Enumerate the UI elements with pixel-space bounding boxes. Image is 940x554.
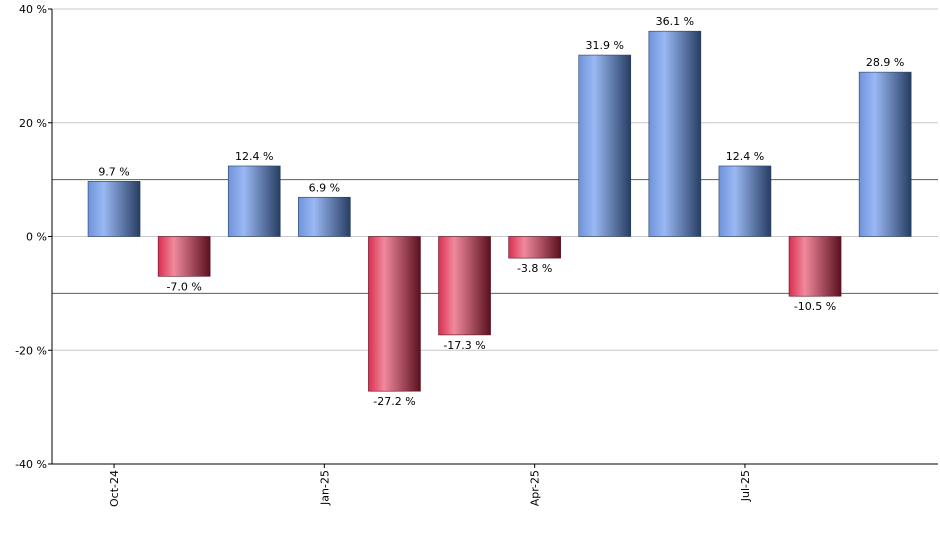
data-label: 12.4 % [726, 150, 764, 163]
bar [227, 165, 281, 237]
data-label: -10.5 % [794, 300, 836, 313]
x-tick-label: Apr-25 [529, 470, 542, 506]
data-label: 28.9 % [866, 56, 904, 69]
y-tick-label: -40 % [15, 458, 47, 471]
data-label: 6.9 % [309, 181, 340, 194]
x-tick-label: Jan-25 [318, 470, 331, 506]
data-label: -27.2 % [373, 395, 415, 408]
x-tick-label: Oct-24 [108, 470, 121, 507]
data-labels: 9.7 % -7.0 % 12.4 % 6.9 % -27.2 % -17.3 % -3.8… [98, 15, 904, 408]
data-label: 12.4 % [235, 150, 273, 163]
data-label: 31.9 % [586, 39, 624, 52]
bar [648, 30, 702, 237]
y-tick-label: 20 % [19, 117, 47, 130]
bar [157, 236, 211, 277]
bar [298, 196, 351, 237]
bar [438, 236, 491, 336]
bar [858, 71, 912, 237]
y-tick-label: 40 % [19, 3, 47, 16]
y-tick-label: 0 % [26, 231, 47, 244]
data-label: 36.1 % [656, 15, 694, 28]
bars [87, 30, 912, 392]
bar [87, 181, 141, 237]
bar [718, 165, 772, 237]
y-tick-label: -20 % [15, 344, 47, 357]
x-tick-label: Jul-25 [739, 470, 752, 502]
bar [578, 54, 632, 237]
data-label: 9.7 % [98, 165, 129, 178]
bar [788, 236, 842, 297]
bar [508, 236, 561, 259]
bar [368, 236, 421, 392]
data-label: -17.3 % [443, 339, 485, 352]
data-label: -7.0 % [166, 280, 201, 293]
axes: -40 % -20 % 0 % 20 % 40 % Oct-24 Jan-25 Apr-25 J… [15, 3, 938, 507]
data-label: -3.8 % [517, 262, 552, 275]
